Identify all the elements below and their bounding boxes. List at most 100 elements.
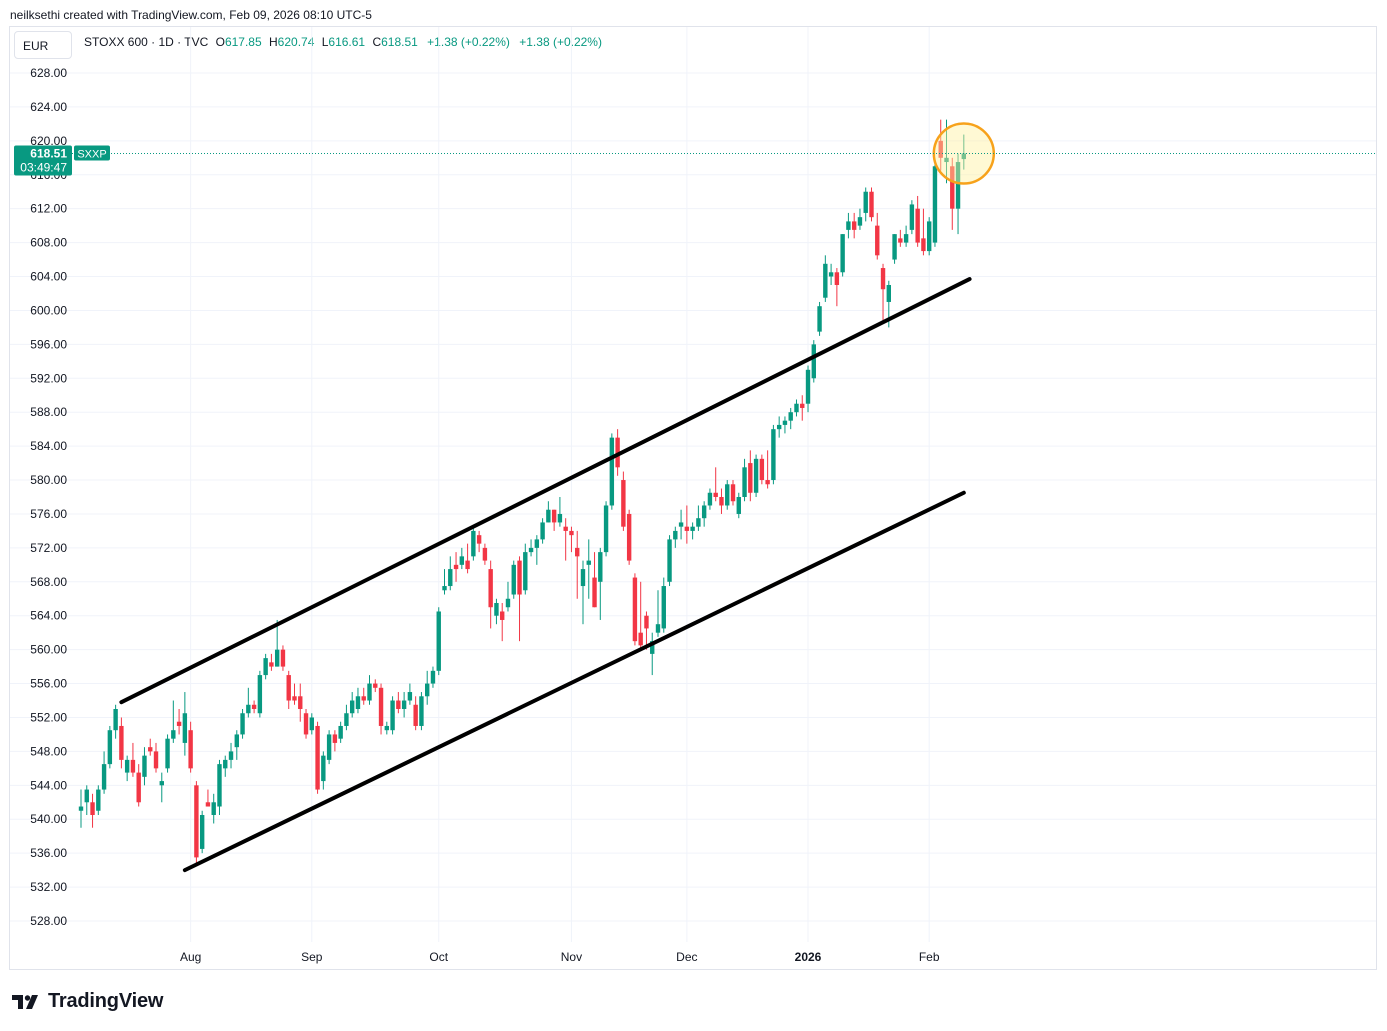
candle bbox=[298, 683, 303, 722]
candle-body bbox=[575, 547, 580, 557]
candle-body bbox=[263, 658, 268, 676]
candle bbox=[332, 730, 338, 752]
candle bbox=[194, 781, 199, 866]
candle-body bbox=[482, 547, 488, 561]
candle-body bbox=[448, 569, 453, 587]
candle bbox=[788, 407, 793, 430]
candle bbox=[344, 704, 349, 731]
x-tick-label: 2026 bbox=[795, 950, 822, 964]
candle bbox=[621, 471, 626, 531]
candle bbox=[171, 700, 176, 743]
legend-symbol[interactable]: STOXX 600 · 1D · TVC bbox=[84, 35, 209, 49]
candle bbox=[511, 560, 516, 599]
candle bbox=[223, 755, 228, 777]
candle bbox=[251, 700, 257, 714]
y-tick-label: 588.00 bbox=[30, 405, 67, 419]
brand-name: TradingView bbox=[48, 990, 164, 1012]
candle bbox=[199, 810, 205, 854]
x-tick-label: Dec bbox=[676, 950, 697, 964]
candle-body bbox=[349, 700, 355, 714]
y-tick-label: 568.00 bbox=[30, 575, 67, 589]
trendlines[interactable] bbox=[119, 122, 996, 873]
candle-body bbox=[476, 535, 482, 544]
candle bbox=[136, 764, 141, 807]
candle bbox=[823, 255, 828, 302]
candle bbox=[650, 632, 655, 676]
candle-body bbox=[794, 403, 799, 413]
candle-body bbox=[355, 696, 361, 709]
y-tick-label: 576.00 bbox=[30, 507, 67, 521]
legend-high: 620.74 bbox=[277, 35, 315, 49]
candle-body bbox=[742, 467, 747, 497]
candle bbox=[280, 645, 286, 671]
candle bbox=[609, 433, 615, 510]
candle-body bbox=[730, 484, 736, 502]
legend-change-percent: +1.38 (+0.22%) bbox=[519, 35, 602, 49]
candle bbox=[182, 692, 188, 756]
candle bbox=[257, 670, 263, 718]
candle-body bbox=[875, 225, 880, 256]
currency-selector[interactable]: EUR bbox=[14, 31, 72, 59]
candle-body bbox=[176, 721, 182, 726]
legend-change: +1.38 (+0.22%) bbox=[427, 35, 510, 49]
y-tick-label: 548.00 bbox=[30, 744, 67, 758]
candle-body bbox=[442, 586, 447, 591]
candle bbox=[846, 212, 851, 239]
candle-body bbox=[280, 649, 286, 667]
candle-body bbox=[84, 789, 89, 803]
candle-body bbox=[315, 725, 320, 790]
candle bbox=[523, 543, 528, 595]
candlestick-chart[interactable]: 628.00624.00620.00616.00612.00608.00604.… bbox=[0, 0, 1387, 975]
y-tick-label: 540.00 bbox=[30, 812, 67, 826]
candle-body bbox=[505, 598, 511, 608]
candle bbox=[725, 480, 730, 510]
candle bbox=[713, 467, 718, 502]
candle bbox=[442, 569, 447, 595]
candle-body bbox=[650, 641, 655, 654]
candles bbox=[78, 119, 967, 866]
candle bbox=[159, 772, 164, 803]
candle bbox=[326, 730, 332, 765]
candle-body bbox=[124, 759, 130, 773]
candle bbox=[880, 263, 886, 324]
candle-body bbox=[592, 577, 597, 608]
candle bbox=[684, 505, 690, 544]
candle bbox=[921, 208, 926, 256]
candle bbox=[730, 480, 736, 506]
candle-body bbox=[759, 458, 765, 481]
candle bbox=[413, 696, 418, 731]
y-tick-label: 612.00 bbox=[30, 202, 67, 216]
candle bbox=[269, 653, 274, 671]
candle bbox=[759, 454, 765, 485]
candle-body bbox=[96, 789, 101, 811]
candle-body bbox=[909, 204, 915, 230]
candle bbox=[644, 611, 649, 650]
candle bbox=[217, 759, 222, 815]
candle bbox=[903, 225, 909, 247]
candle bbox=[373, 679, 378, 693]
candle bbox=[661, 577, 666, 633]
candle bbox=[626, 509, 632, 565]
candle bbox=[425, 670, 430, 705]
candle-body bbox=[800, 403, 805, 408]
price-axis[interactable]: 628.00624.00620.00616.00612.00608.00604.… bbox=[30, 66, 67, 928]
y-tick-label: 528.00 bbox=[30, 914, 67, 928]
candle bbox=[84, 785, 89, 815]
candle bbox=[776, 416, 782, 438]
candle bbox=[205, 789, 211, 807]
candle bbox=[557, 497, 563, 527]
candle-body bbox=[373, 683, 378, 688]
x-tick-label: Aug bbox=[180, 950, 201, 964]
candle-body bbox=[857, 217, 863, 226]
candle-body bbox=[274, 649, 280, 667]
tradingview-logo[interactable]: TradingView bbox=[12, 990, 163, 1013]
candle bbox=[696, 505, 701, 531]
candle bbox=[113, 704, 118, 739]
candle bbox=[817, 301, 822, 336]
candle bbox=[534, 535, 540, 565]
time-axis[interactable]: Aug Sep Oct Nov Dec 2026 Feb bbox=[180, 950, 940, 964]
candle-body bbox=[707, 492, 713, 506]
candle bbox=[753, 454, 759, 497]
y-tick-label: 604.00 bbox=[30, 270, 67, 284]
